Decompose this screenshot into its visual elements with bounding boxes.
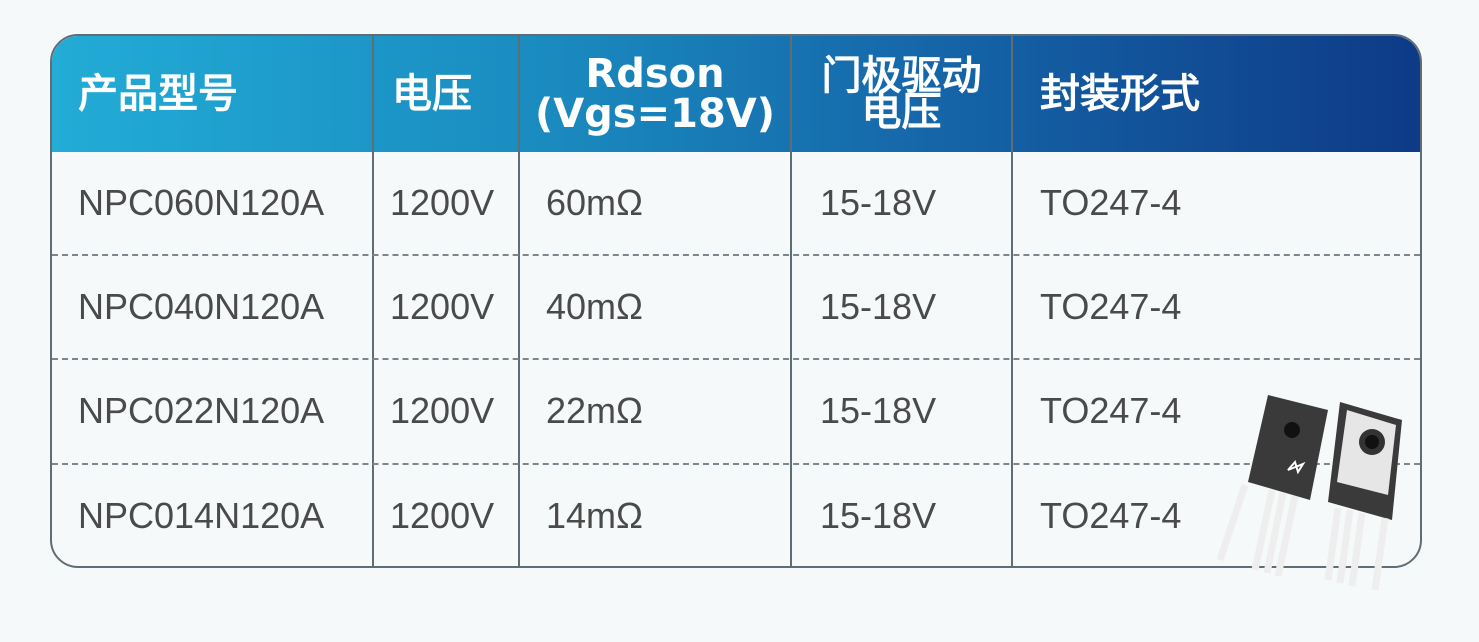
cell-gate: 15-18V: [820, 182, 937, 223]
cell-package: TO247-4: [1040, 390, 1182, 431]
header-text: 产品型号: [78, 71, 238, 117]
column-divider: [790, 36, 792, 566]
header-model: 产品型号: [78, 36, 238, 152]
header-text: 电压: [392, 71, 472, 117]
header-text: 门极驱动: [821, 53, 982, 99]
header-package: 封装形式: [1040, 36, 1200, 152]
cell-voltage: 1200V: [390, 495, 495, 536]
header-gate-voltage: 门极驱动 电压: [792, 36, 1011, 152]
cell-gate: 15-18V: [820, 390, 937, 431]
cell-gate: 15-18V: [820, 286, 937, 327]
header-rdson: Rdson (Vgs=18V): [520, 36, 790, 152]
cell-package: TO247-4: [1040, 286, 1182, 327]
header-text: 电压: [861, 89, 942, 135]
cell-rdson: 22mΩ: [546, 390, 643, 431]
cell-voltage: 1200V: [390, 286, 495, 327]
cell-model: NPC022N120A: [78, 390, 325, 431]
header-text: 封装形式: [1040, 71, 1200, 117]
cell-package: TO247-4: [1040, 182, 1182, 223]
column-divider: [1011, 36, 1013, 566]
product-spec-table: 产品型号 电压 Rdson (Vgs=18V) 门极驱动 电压 封装形式 NPC06…: [50, 34, 1422, 568]
row-divider: [52, 254, 1420, 256]
row-divider: [52, 463, 1420, 465]
cell-model: NPC060N120A: [78, 182, 325, 223]
cell-rdson: 40mΩ: [546, 286, 643, 327]
table-header: [52, 36, 1420, 152]
device-back: [1324, 402, 1402, 590]
device-front: [1216, 395, 1328, 577]
cell-model: NPC040N120A: [78, 286, 325, 327]
cell-model: NPC014N120A: [78, 495, 325, 536]
column-divider: [372, 36, 374, 566]
column-divider: [518, 36, 520, 566]
row-divider: [52, 358, 1420, 360]
header-voltage: 电压: [392, 36, 472, 152]
cell-gate: 15-18V: [820, 495, 937, 536]
cell-rdson: 60mΩ: [546, 182, 643, 223]
to247-package-image: [1216, 395, 1402, 590]
cell-voltage: 1200V: [390, 182, 495, 223]
header-text: (Vgs=18V): [534, 91, 776, 137]
cell-rdson: 14mΩ: [546, 495, 643, 536]
header-text: Rdson: [585, 51, 725, 97]
cell-voltage: 1200V: [390, 390, 495, 431]
cell-package: TO247-4: [1040, 495, 1182, 536]
